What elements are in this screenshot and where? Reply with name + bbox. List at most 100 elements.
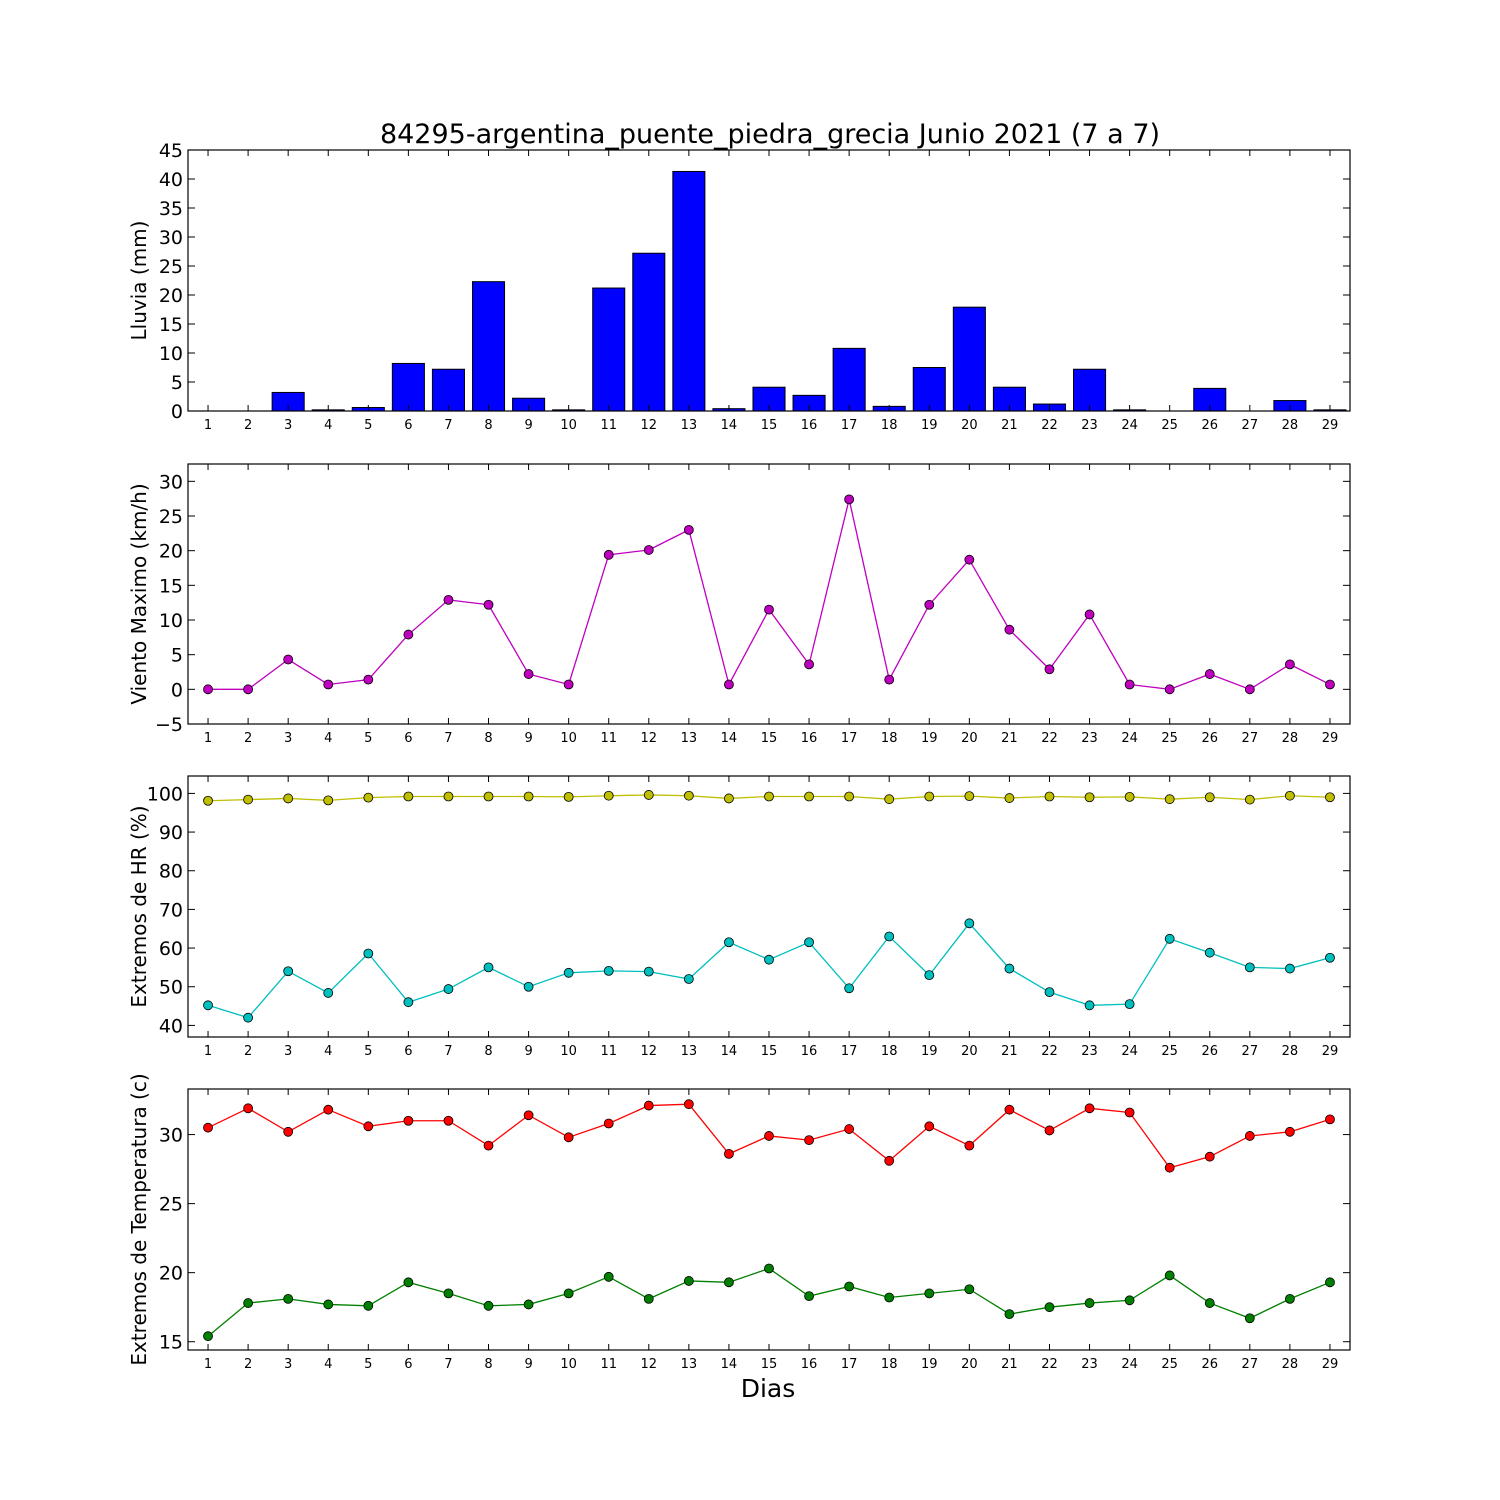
- x-tick-label: 26: [1201, 1044, 1218, 1059]
- point-s2-day-13: [683, 974, 694, 984]
- point-s1-day-22: [1044, 664, 1055, 675]
- y-tick-label: 15: [159, 575, 183, 597]
- point-s1-day-22: [1044, 1125, 1055, 1136]
- x-tick-label: 19: [921, 1357, 938, 1372]
- point-s1-day-24: [1124, 791, 1135, 802]
- point-s1-day-29: [1325, 1114, 1335, 1125]
- x-tick-label: 14: [721, 1044, 738, 1059]
- x-axis-label: Dias: [741, 1374, 796, 1403]
- point-s2-day-26: [1204, 947, 1215, 958]
- x-tick-label: 21: [1001, 731, 1018, 746]
- point-s2-day-1: [203, 1331, 213, 1342]
- point-s1-day-27: [1244, 794, 1255, 805]
- point-s1-day-29: [1325, 792, 1335, 803]
- point-s2-day-26: [1204, 1298, 1215, 1308]
- point-s2-day-11: [603, 965, 614, 976]
- y-tick-label: 20: [159, 541, 183, 563]
- point-s1-day-7: [443, 594, 454, 605]
- point-s2-day-5: [363, 948, 374, 959]
- y-tick-label: 25: [159, 506, 183, 528]
- x-tick-label: 27: [1242, 1044, 1259, 1059]
- x-tick-label: 13: [681, 1044, 698, 1059]
- point-s2-day-17: [844, 983, 855, 994]
- point-s1-day-11: [603, 790, 614, 801]
- point-s1-day-14: [724, 1149, 734, 1159]
- x-tick-label: 10: [560, 1044, 577, 1059]
- x-tick-label: 14: [721, 418, 738, 433]
- y-tick-label: 0: [171, 679, 183, 701]
- point-s1-day-23: [1084, 792, 1095, 803]
- y-tick-label: 30: [159, 227, 183, 249]
- point-s1-day-17: [844, 1124, 855, 1134]
- point-s1-day-11: [603, 1118, 614, 1129]
- bar-day-19: [912, 367, 946, 412]
- point-s2-day-28: [1285, 1294, 1295, 1304]
- point-s1-day-10: [563, 1132, 574, 1143]
- bar-day-17: [832, 347, 866, 412]
- x-tick-label: 18: [881, 1357, 898, 1372]
- point-s2-day-25: [1164, 933, 1175, 944]
- point-s1-day-3: [283, 1126, 294, 1137]
- x-tick-label: 27: [1242, 731, 1259, 746]
- x-tick-label: 16: [801, 1357, 818, 1372]
- point-s2-day-20: [964, 918, 975, 929]
- y-tick-label: 45: [159, 140, 183, 162]
- point-s2-day-27: [1244, 1313, 1255, 1324]
- x-tick-label: 15: [761, 1044, 778, 1059]
- x-tick-label: 7: [444, 1357, 452, 1372]
- x-tick-label: 7: [444, 731, 452, 746]
- y-tick-label: 70: [159, 899, 183, 921]
- x-tick-label: 9: [524, 418, 532, 433]
- point-s1-day-1: [203, 795, 213, 806]
- point-s1-day-8: [483, 1140, 494, 1151]
- x-tick-label: 21: [1001, 418, 1018, 433]
- x-tick-label: 26: [1201, 1357, 1218, 1372]
- x-tick-label: 4: [324, 731, 332, 746]
- x-tick-label: 10: [560, 731, 577, 746]
- point-s1-day-3: [283, 793, 294, 804]
- point-s1-day-18: [884, 674, 895, 685]
- x-tick-label: 9: [524, 1044, 532, 1059]
- point-s2-day-18: [884, 1292, 895, 1303]
- x-tick-label: 21: [1001, 1357, 1018, 1372]
- point-s2-day-12: [643, 1294, 654, 1304]
- point-s1-day-15: [764, 1131, 774, 1141]
- bar-day-20: [952, 306, 986, 412]
- x-tick-label: 7: [444, 418, 452, 433]
- x-tick-label: 14: [721, 1357, 738, 1372]
- point-s1-day-2: [243, 794, 254, 805]
- point-s1-day-25: [1164, 684, 1175, 695]
- x-tick-label: 29: [1322, 1044, 1339, 1059]
- x-tick-label: 15: [761, 418, 778, 433]
- plot-frame: [187, 775, 1351, 1038]
- x-tick-label: 26: [1201, 418, 1218, 433]
- point-s1-day-20: [964, 791, 975, 802]
- y-axis-label: Lluvia (mm): [127, 221, 151, 341]
- point-s2-day-3: [283, 1294, 294, 1304]
- bar-day-12: [632, 252, 666, 412]
- point-s1-day-19: [924, 791, 935, 802]
- x-tick-label: 29: [1322, 731, 1339, 746]
- point-s2-day-3: [283, 966, 294, 977]
- x-tick-label: 5: [364, 731, 372, 746]
- point-s1-day-14: [724, 679, 734, 690]
- x-tick-label: 5: [364, 1357, 372, 1372]
- x-tick-label: 25: [1161, 418, 1178, 433]
- point-s1-day-16: [804, 1135, 814, 1145]
- x-tick-label: 3: [284, 418, 292, 433]
- x-tick-label: 6: [404, 731, 412, 746]
- point-s1-day-5: [363, 1121, 374, 1132]
- x-tick-label: 7: [444, 1044, 452, 1059]
- point-s2-day-5: [363, 1300, 374, 1311]
- y-tick-label: 25: [159, 1194, 183, 1216]
- x-tick-label: 15: [761, 731, 778, 746]
- x-tick-label: 12: [641, 1044, 658, 1059]
- point-s2-day-23: [1084, 1298, 1095, 1308]
- point-s1-day-17: [844, 494, 855, 505]
- point-s2-day-29: [1325, 1277, 1335, 1288]
- y-tick-label: −5: [155, 714, 183, 736]
- x-tick-label: 23: [1081, 418, 1098, 433]
- x-tick-label: 16: [801, 418, 818, 433]
